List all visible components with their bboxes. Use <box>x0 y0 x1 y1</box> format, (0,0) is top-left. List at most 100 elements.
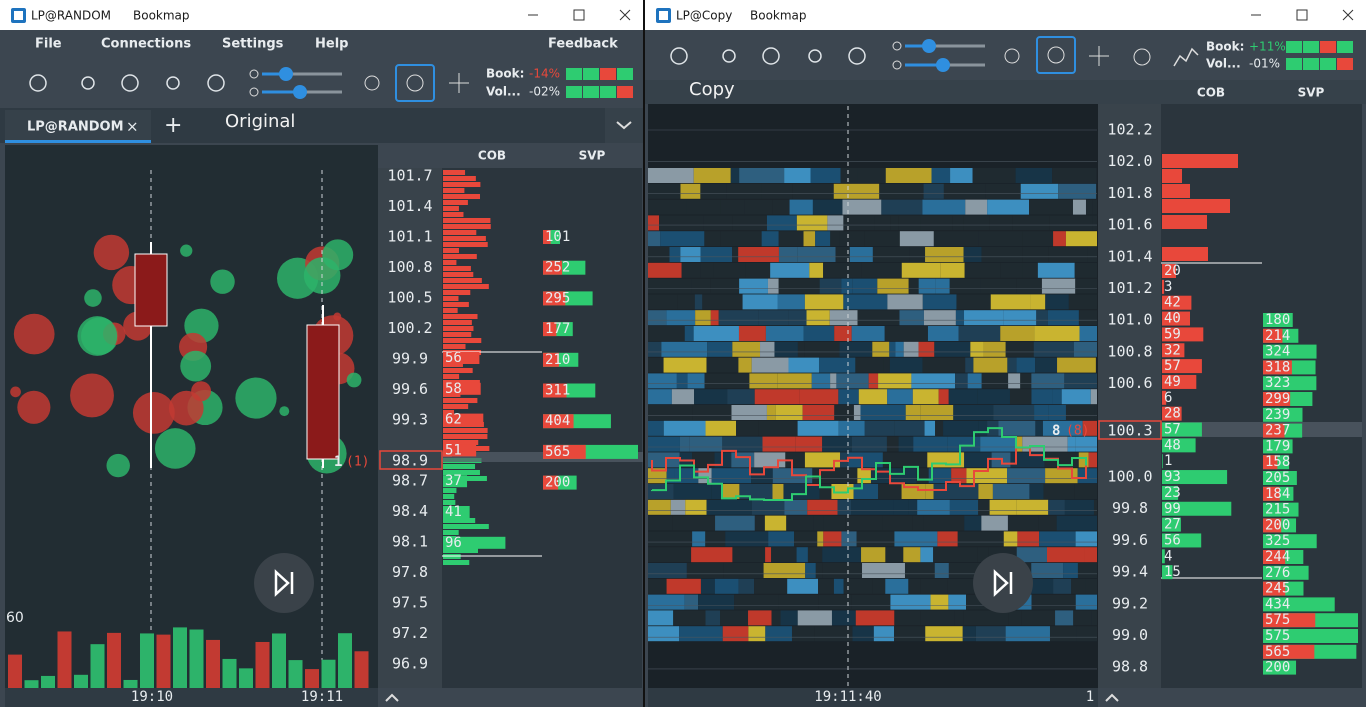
pencil-icon[interactable] <box>1004 48 1020 64</box>
heatmap-cell <box>815 231 831 247</box>
heatmap-cell <box>648 199 687 215</box>
window-title: LP@RANDOM <box>31 9 111 23</box>
heatmap-cell <box>874 215 891 231</box>
crosshair-icon[interactable] <box>449 73 469 93</box>
book-indicator <box>1320 58 1336 70</box>
cob-bar <box>1162 343 1185 358</box>
stats-icon[interactable] <box>1173 47 1199 67</box>
price-label: 98.4 <box>392 502 428 520</box>
heatmap-cell <box>1000 262 1023 278</box>
heatmap-cell <box>964 262 1001 278</box>
chat-button[interactable] <box>1036 36 1076 74</box>
toolbar-icon[interactable] <box>848 47 866 65</box>
depth-row <box>443 338 482 343</box>
svp-bar-sell <box>1263 455 1278 470</box>
heatmap-cell <box>963 215 990 231</box>
header-row <box>378 145 643 168</box>
chat-button[interactable] <box>395 64 435 102</box>
close-button[interactable] <box>1342 9 1354 21</box>
toolbar-icon[interactable] <box>762 47 780 65</box>
heatmap-cell <box>663 357 707 373</box>
heatmap-cell <box>970 341 984 357</box>
toolbar-icon[interactable] <box>722 49 736 63</box>
toolbar-icon[interactable] <box>207 74 225 92</box>
slider-thumb[interactable] <box>279 67 293 81</box>
heatmap-cell <box>838 389 859 405</box>
heatmap-cell <box>1049 626 1077 642</box>
toolbar-icon[interactable] <box>670 47 688 65</box>
svp-volume: 324 <box>1265 344 1290 360</box>
volume-bar <box>305 669 319 688</box>
play-button[interactable] <box>973 553 1033 613</box>
svp-volume: 245 <box>1265 581 1290 597</box>
dropdown[interactable] <box>605 108 643 143</box>
heatmap-cell <box>802 405 835 420</box>
cob-size: 57 <box>1164 358 1181 374</box>
toolbar-icon[interactable] <box>121 74 139 92</box>
close-button[interactable] <box>619 9 631 21</box>
heatmap-cell <box>751 468 773 484</box>
depth-row <box>1162 199 1230 213</box>
tab-add[interactable]: + <box>164 113 182 138</box>
svp-volume: 404 <box>545 413 570 429</box>
play-button[interactable] <box>254 553 314 613</box>
heatmap-cell <box>648 373 677 389</box>
cob-size: 99 <box>1164 501 1181 517</box>
heatmap-cell <box>827 215 844 231</box>
svp-volume: 276 <box>1265 565 1290 581</box>
tab-close[interactable]: × <box>126 118 139 136</box>
menu-item[interactable]: Feedback <box>548 37 618 52</box>
menu-item[interactable]: File <box>35 37 62 52</box>
svp-volume: 210 <box>545 352 570 368</box>
crosshair-icon[interactable] <box>1089 46 1109 66</box>
menu-item[interactable]: Help <box>315 37 348 52</box>
heatmap-cell <box>796 547 808 563</box>
heatmap-cell <box>1092 215 1097 231</box>
heatmap-cell <box>1012 215 1050 231</box>
book-indicator <box>583 86 599 98</box>
heatmap-cell <box>1016 499 1049 515</box>
heatmap-cell <box>713 262 746 278</box>
slider-thumb[interactable] <box>293 85 307 99</box>
menu-item[interactable]: Connections <box>101 37 191 52</box>
price-label: 98.8 <box>1112 658 1148 676</box>
heatmap-cell <box>648 468 667 484</box>
maximize-button[interactable] <box>573 9 585 21</box>
scroll-up[interactable] <box>1105 693 1119 702</box>
heatmap-cell <box>990 294 1031 310</box>
heatmap-cell <box>739 278 768 294</box>
toolbar-icon[interactable] <box>808 49 822 63</box>
toolbar-icon[interactable] <box>166 76 180 90</box>
heatmap-cell <box>818 357 856 373</box>
tab[interactable] <box>5 110 151 143</box>
heatmap-cell <box>948 389 978 405</box>
heatmap-cell <box>648 215 660 231</box>
price-label: 97.2 <box>392 624 428 642</box>
heatmap-cell <box>648 563 687 578</box>
depth-row <box>443 272 474 277</box>
pencil-icon[interactable] <box>364 75 380 91</box>
svp-bar-sell <box>1263 392 1291 406</box>
scroll-up[interactable] <box>385 693 399 702</box>
heatmap-cell <box>768 531 795 547</box>
svp-volume: 177 <box>545 321 570 337</box>
heatmap-cell <box>715 515 755 531</box>
heatmap-cell <box>993 405 1035 420</box>
toolbar-icon[interactable] <box>29 74 47 92</box>
cob-bar <box>443 352 480 364</box>
heatmap-cell <box>978 499 990 515</box>
menu-item[interactable]: Settings <box>222 37 284 52</box>
timer-icon[interactable] <box>1133 48 1151 66</box>
heatmap-cell <box>723 563 764 578</box>
heatmap-cell <box>648 499 671 515</box>
current-price-row <box>442 452 643 462</box>
slider-thumb[interactable] <box>922 39 936 53</box>
slider-thumb[interactable] <box>936 58 950 72</box>
heatmap-cell <box>772 484 784 499</box>
cob-size: 20 <box>1164 263 1181 279</box>
maximize-button[interactable] <box>1296 9 1308 21</box>
trade-bubble <box>77 316 118 356</box>
heatmap-cell <box>726 183 762 199</box>
toolbar-icon[interactable] <box>81 76 95 90</box>
